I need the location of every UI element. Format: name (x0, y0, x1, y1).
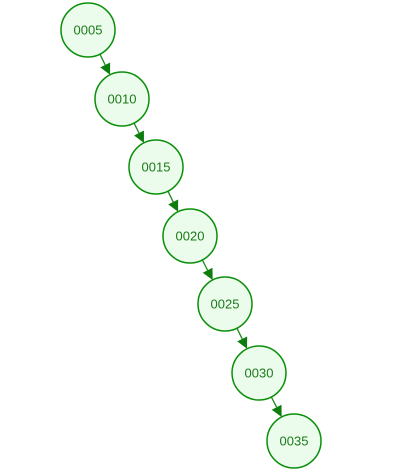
node-label: 0005 (74, 23, 103, 38)
node-circle[interactable] (266, 413, 322, 469)
edge-n2-n3 (133, 122, 140, 134)
node-label: 0035 (280, 434, 309, 449)
edge-n5-n6 (236, 327, 243, 340)
tree-node[interactable]: 0005 (60, 2, 116, 58)
tree-node[interactable]: 0010 (94, 71, 150, 127)
node-circle[interactable] (60, 2, 116, 58)
nodes-layer: 0005 0010 0015 0020 0025 0030 0035 (60, 2, 322, 469)
arrowhead-n4 (168, 199, 179, 212)
edge-n6-n7 (270, 396, 278, 408)
node-label: 0015 (142, 160, 171, 175)
tree-node[interactable]: 0015 (128, 139, 184, 195)
arrowhead-n7 (271, 404, 282, 417)
node-label: 0020 (176, 229, 205, 244)
node-circle[interactable] (231, 345, 287, 401)
node-circle[interactable] (197, 276, 253, 332)
node-label: 0010 (108, 92, 137, 107)
arrowhead-n6 (237, 336, 248, 349)
node-label: 0025 (211, 297, 240, 312)
tree-node[interactable]: 0030 (231, 345, 287, 401)
tree-node[interactable]: 0035 (266, 413, 322, 469)
node-circle[interactable] (162, 208, 218, 264)
edges-layer (99, 53, 282, 417)
arrowhead-n3 (134, 130, 144, 143)
edge-n1-n2 (99, 53, 106, 66)
node-circle[interactable] (128, 139, 184, 195)
arrowhead-n2 (100, 62, 111, 75)
edge-n3-n4 (167, 190, 174, 203)
tree-node[interactable]: 0025 (197, 276, 253, 332)
node-label: 0030 (245, 366, 274, 381)
arrowhead-n5 (202, 267, 213, 280)
node-circle[interactable] (94, 71, 150, 127)
edge-n4-n5 (201, 259, 209, 271)
tree-node[interactable]: 0020 (162, 208, 218, 264)
